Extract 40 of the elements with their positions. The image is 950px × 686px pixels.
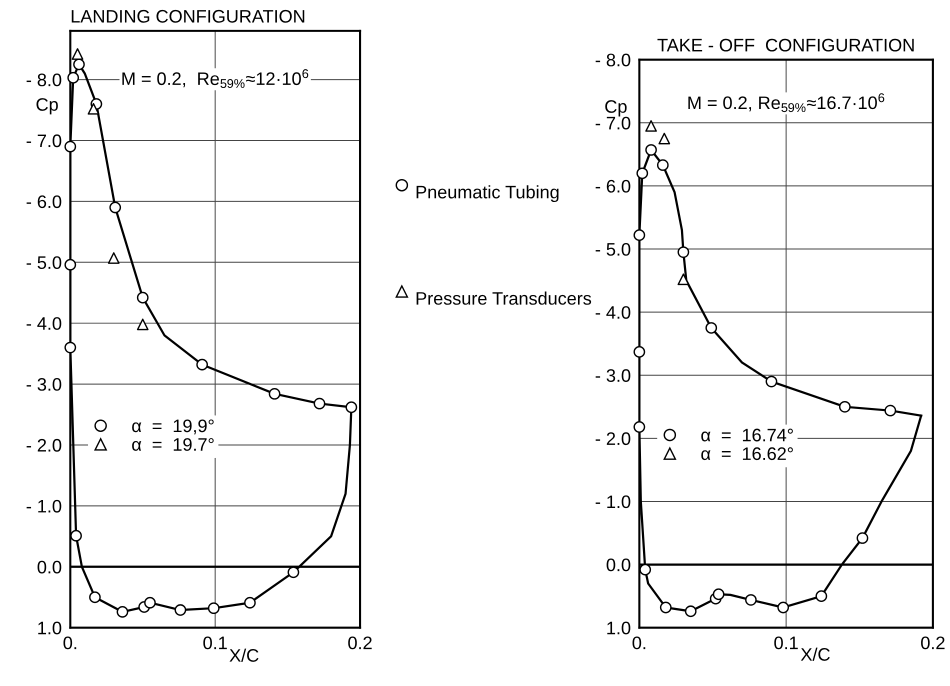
x-tick-label: 0.2 xyxy=(921,636,945,650)
x-axis-title: X/C xyxy=(800,648,830,661)
legend-label: α = 16.74° xyxy=(701,428,793,442)
x-tick-label: 0.1 xyxy=(774,636,798,650)
x-tick-label: 0. xyxy=(632,636,646,650)
y-tick-label: - 8.0 xyxy=(26,74,62,86)
y-tick-label: - 3.0 xyxy=(26,378,62,391)
y-tick-label: - 5.0 xyxy=(596,242,630,256)
y-tick-label: - 2.0 xyxy=(26,438,62,452)
y-tick-label: - 2.0 xyxy=(596,432,630,446)
y-tick-label: - 6.0 xyxy=(26,195,62,208)
x-tick-label: 0.1 xyxy=(203,636,227,650)
legend-label: α = 19,9° xyxy=(132,419,214,434)
y-tick-label: - 1.0 xyxy=(596,495,630,508)
y-tick-label: 0.0 xyxy=(606,558,630,572)
y-tick-label: - 5.0 xyxy=(26,256,62,270)
x-axis-title: X/C xyxy=(230,648,259,662)
legend-label: α = 16.62° xyxy=(701,447,793,460)
y-tick-label: - 6.0 xyxy=(596,180,630,193)
y-tick-label: - 4.0 xyxy=(26,317,62,330)
text: Pneumatic Tubing xyxy=(416,185,559,202)
y-tick-label: - 3.0 xyxy=(596,369,630,382)
annotation: M = 0.2, Re$_{59%}$≈16.7·10$^{6}$ xyxy=(688,93,884,112)
y-tick-label: - 7.0 xyxy=(596,116,630,130)
text: Pressure Transducers xyxy=(416,292,592,305)
chart-title: LANDING CONFIGURATION xyxy=(72,10,304,23)
legend-label: α = 19.7° xyxy=(132,438,214,451)
y-tick-label: 1.0 xyxy=(38,622,62,634)
y-axis-title: Cp xyxy=(36,98,58,114)
y-tick-label: 1.0 xyxy=(607,622,630,634)
annotation: M = 0.2, Re$_{59%}$≈12·10$^{6}$ xyxy=(122,69,308,88)
y-tick-label: 0.0 xyxy=(38,560,62,574)
y-tick-label: - 7.0 xyxy=(26,134,62,148)
y-tick-label: - 1.0 xyxy=(26,500,62,513)
y-tick-label: - 8.0 xyxy=(596,54,630,66)
x-tick-label: 0. xyxy=(63,636,76,650)
y-axis-title: Cp xyxy=(605,100,627,116)
chart-title: TAKE - OFF CONFIGURATION xyxy=(657,38,914,52)
x-tick-label: 0.2 xyxy=(348,636,372,650)
y-tick-label: - 4.0 xyxy=(596,306,630,319)
